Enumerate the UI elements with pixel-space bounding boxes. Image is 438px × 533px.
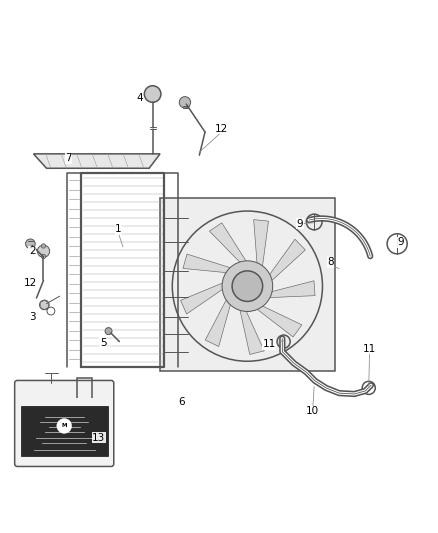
- Circle shape: [57, 418, 72, 433]
- Polygon shape: [209, 223, 251, 268]
- Text: 5: 5: [100, 338, 106, 348]
- Circle shape: [179, 96, 191, 108]
- Polygon shape: [180, 280, 230, 314]
- Polygon shape: [251, 303, 302, 337]
- Text: 9: 9: [397, 238, 403, 247]
- Text: 13: 13: [92, 433, 106, 442]
- Bar: [21, 406, 108, 456]
- Circle shape: [145, 86, 161, 102]
- Text: 10: 10: [306, 407, 319, 416]
- Polygon shape: [238, 302, 264, 354]
- Circle shape: [222, 261, 273, 311]
- Text: 2: 2: [29, 246, 35, 256]
- Text: 11: 11: [263, 339, 276, 349]
- Circle shape: [41, 244, 46, 248]
- Text: 7: 7: [65, 153, 72, 163]
- Polygon shape: [265, 239, 305, 286]
- Text: 11: 11: [363, 344, 376, 353]
- Polygon shape: [261, 281, 315, 298]
- Circle shape: [105, 328, 112, 335]
- Text: 3: 3: [29, 312, 35, 322]
- Text: 8: 8: [327, 257, 334, 267]
- Bar: [160, 198, 335, 371]
- Text: 12: 12: [24, 278, 37, 288]
- Circle shape: [39, 300, 49, 310]
- Text: 6: 6: [179, 397, 185, 407]
- Text: 1: 1: [115, 224, 122, 235]
- Text: 12: 12: [215, 124, 228, 134]
- Circle shape: [41, 254, 46, 259]
- Polygon shape: [183, 254, 238, 273]
- Polygon shape: [205, 293, 233, 346]
- Circle shape: [37, 245, 49, 257]
- Text: 9: 9: [297, 219, 303, 229]
- Text: 4: 4: [136, 93, 143, 103]
- Circle shape: [25, 239, 35, 248]
- Polygon shape: [40, 300, 49, 310]
- Text: M: M: [61, 423, 67, 429]
- Polygon shape: [33, 154, 160, 168]
- Polygon shape: [254, 220, 268, 274]
- Circle shape: [232, 271, 263, 302]
- FancyBboxPatch shape: [14, 381, 114, 466]
